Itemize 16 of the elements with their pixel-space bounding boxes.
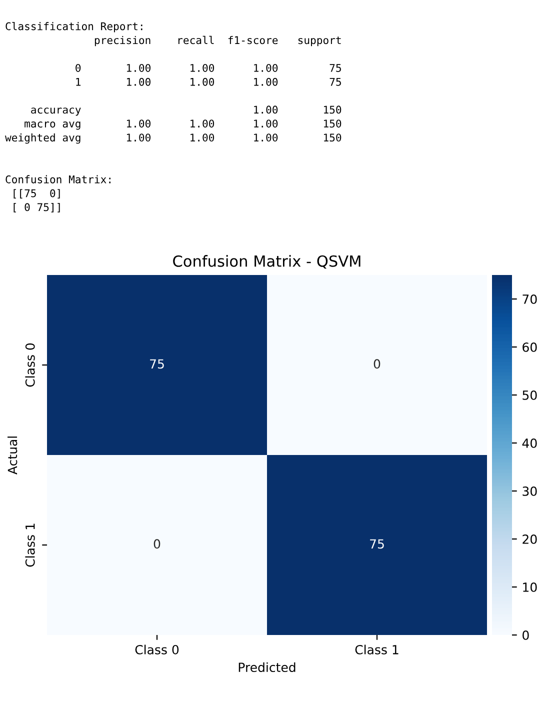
data-label: 75	[150, 359, 164, 369]
color-bar-label: 30	[522, 486, 537, 496]
data-label: 75	[370, 539, 384, 549]
color-bar-label: 0	[522, 630, 529, 640]
color-bar-label: 60	[522, 342, 537, 352]
chart-title: Confusion Matrix - QSVM	[173, 255, 360, 269]
color-bar-label: 40	[522, 438, 537, 448]
color-bar-label: 10	[523, 582, 537, 592]
data-label: 0	[374, 359, 380, 369]
data-label: 0	[154, 539, 160, 549]
color-bar-label: 70	[522, 294, 537, 304]
text: Classification Report: precision recall f1-score support 0 1.00 1.00 1.00 75 1 1.00 1.00 1.00 75 accuracy 1.00 150 macro avg 1.00 1.00 1.00 150 weighted avg 1.00 1.00 1.00 150 Confusion Matrix: [[75 0] [ 0 75]]	[5, 22, 342, 212]
x-axis-title: Predicted	[238, 662, 296, 672]
color-bar-label: 20	[522, 534, 537, 544]
color-bar-label: 50	[522, 390, 537, 400]
y-axis-title: Actual	[8, 436, 18, 474]
